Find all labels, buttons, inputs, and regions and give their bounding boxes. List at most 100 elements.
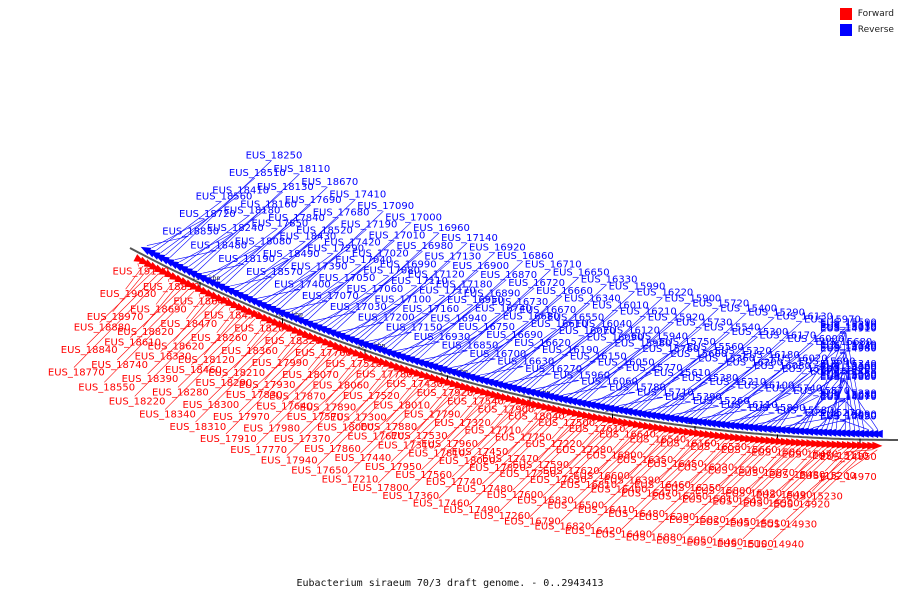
- forward-leader-line: [329, 373, 404, 445]
- reverse-gene-label: EUS_15380: [682, 373, 739, 384]
- reverse-gene-arrow: [413, 359, 425, 367]
- reverse-gene-arrow: [270, 307, 282, 316]
- forward-gene-arrow: [851, 441, 862, 450]
- reverse-leader-line: [812, 419, 847, 428]
- forward-gene-label: EUS_16230: [677, 463, 734, 474]
- forward-gene-label: EUS_15460: [687, 537, 744, 548]
- reverse-leader-line: [743, 366, 825, 423]
- reverse-leader-line: [567, 367, 624, 397]
- reverse-leader-line: [271, 247, 351, 305]
- reverse-gene-label: EUS_15540: [704, 323, 761, 334]
- reverse-leader-line: [729, 412, 775, 422]
- reverse-leader-line: [336, 232, 440, 330]
- reverse-gene-label: EUS_16730: [492, 297, 549, 308]
- reverse-leader-line: [489, 328, 557, 378]
- forward-gene-label: EUS_18040: [508, 412, 565, 423]
- reverse-leader-line: [146, 236, 189, 246]
- forward-gene-label: EUS_15110: [812, 451, 869, 462]
- forward-leader-line: [598, 428, 638, 472]
- forward-gene-label: EUS_16450: [647, 459, 704, 470]
- reverse-gene-arrow: [302, 320, 314, 329]
- reverse-gene-arrow: [339, 334, 351, 343]
- forward-leader-line: [655, 431, 659, 435]
- reverse-gene-label: EUS_17070: [302, 291, 359, 302]
- forward-gene-arrow: [704, 430, 715, 439]
- reverse-leader-line: [771, 368, 847, 426]
- forward-leader-line: [525, 418, 582, 470]
- forward-leader-line: [685, 436, 689, 439]
- reverse-gene-arrow: [696, 418, 707, 427]
- forward-gene-label: EUS_17590: [512, 460, 569, 471]
- reverse-gene-arrow: [423, 361, 434, 370]
- reverse-gene-label: EUS_17120: [408, 270, 465, 281]
- forward-leader-line: [586, 429, 643, 481]
- forward-leader-line: [134, 305, 225, 397]
- forward-gene-label: EUS_18470: [160, 319, 217, 330]
- reverse-gene-label: EUS_17140: [441, 233, 498, 244]
- reverse-gene-arrow: [529, 389, 541, 398]
- reverse-gene-arrow: [682, 416, 694, 425]
- forward-gene-label: EUS_17430: [386, 379, 443, 390]
- reverse-gene-arrow: [543, 392, 555, 401]
- reverse-leader-line: [553, 316, 647, 394]
- reverse-leader-line: [581, 322, 674, 399]
- reverse-leader-line: [845, 333, 865, 430]
- reverse-gene-arrow: [789, 426, 800, 435]
- forward-gene-label: EUS_15790: [708, 466, 765, 477]
- reverse-leader-line: [216, 222, 295, 280]
- forward-gene-label: EUS_15430: [712, 497, 769, 508]
- reverse-gene-label: EUS_16750: [458, 322, 515, 333]
- reverse-leader-line: [317, 293, 373, 323]
- reverse-gene-arrow: [451, 370, 462, 378]
- forward-gene-label: EUS_18550: [78, 382, 135, 393]
- forward-gene-label: EUS_17920: [417, 388, 474, 399]
- forward-gene-label: EUS_15470: [782, 450, 839, 461]
- forward-gene-label: EUS_17450: [452, 447, 509, 458]
- forward-leader-line: [551, 416, 572, 440]
- reverse-gene-label: EUS_15350: [810, 367, 867, 378]
- forward-leader-line: [238, 341, 312, 413]
- reverse-gene-label: EUS_18670: [301, 177, 358, 188]
- forward-gene-label: EUS_17530: [391, 431, 448, 442]
- forward-leader-line: [225, 343, 317, 435]
- reverse-leader-line: [831, 352, 847, 429]
- reverse-gene-arrow: [678, 416, 689, 425]
- forward-leader-line: [360, 382, 434, 454]
- reverse-gene-label: EUS_18180: [224, 205, 281, 216]
- reverse-leader-line: [368, 332, 412, 342]
- reverse-leader-line: [613, 308, 719, 405]
- reverse-gene-arrow: [256, 301, 268, 310]
- forward-gene-label: EUS_14920: [773, 499, 830, 510]
- reverse-leader-line: [156, 201, 222, 251]
- reverse-gene-arrow: [798, 427, 809, 436]
- forward-gene-arrow: [846, 441, 857, 450]
- reverse-leader-line: [697, 321, 803, 418]
- reverse-leader-line: [160, 195, 239, 254]
- reverse-gene-arrow: [265, 305, 277, 314]
- legend-forward-label: Forward: [857, 9, 894, 19]
- forward-gene-label: EUS_17890: [300, 403, 357, 414]
- forward-gene-label: EUS_17360: [382, 491, 439, 502]
- forward-leader-line: [738, 446, 796, 497]
- reverse-leader-line: [382, 289, 462, 347]
- reverse-gene-arrow: [793, 427, 805, 436]
- reverse-leader-line: [313, 311, 356, 322]
- forward-gene-arrow: [699, 429, 710, 438]
- forward-gene-label: EUS_17930: [239, 380, 296, 391]
- forward-leader-line: [564, 415, 567, 419]
- forward-leader-line: [177, 316, 251, 388]
- reverse-gene-label: EUS_17400: [274, 279, 331, 290]
- forward-leader-line: [581, 422, 603, 446]
- reverse-leader-line: [845, 401, 847, 430]
- reverse-gene-label: EUS_16020: [771, 354, 828, 365]
- forward-gene-label: EUS_17280: [556, 445, 613, 456]
- reverse-gene-arrow: [497, 382, 508, 390]
- forward-leader-line: [768, 448, 827, 499]
- forward-leader-line: [390, 391, 465, 463]
- reverse-leader-line: [401, 323, 457, 353]
- reverse-leader-line: [243, 235, 323, 293]
- reverse-gene-label: EUS_15680: [815, 337, 872, 348]
- reverse-gene-arrow: [613, 406, 624, 415]
- reverse-gene-arrow: [775, 426, 786, 434]
